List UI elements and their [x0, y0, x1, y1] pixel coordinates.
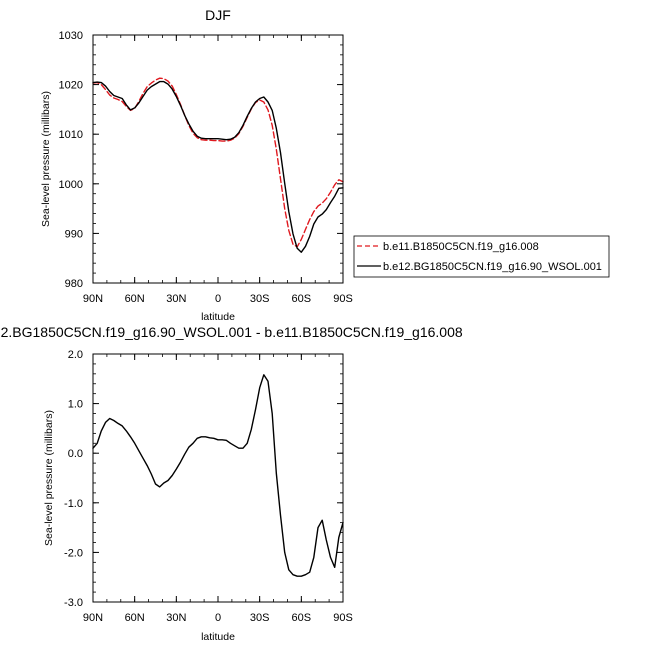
legend-box: [353, 235, 610, 278]
top-y-tick-label: 980: [65, 278, 83, 290]
legend-label-ctrl: b.e11.B1850C5CN.f19_g16.008: [383, 241, 539, 253]
top-y-tick-label: 1000: [59, 179, 83, 191]
legend: b.e11.B1850C5CN.f19_g16.008 b.e12.BG1850…: [353, 235, 610, 278]
bottom-x-tick-label: 90S: [333, 612, 353, 624]
top-series-1-line: [92, 80, 344, 253]
top-y-tick-label: 1020: [59, 80, 83, 92]
bottom-y-tick-label: -2.0: [64, 547, 83, 559]
top-x-tick-label: 30S: [250, 293, 270, 305]
bottom-x-tick-label: 30N: [166, 612, 186, 624]
top-chart-title: DJF: [205, 7, 231, 23]
top-x-tick-label: 30N: [166, 293, 186, 305]
top-y-tick-label: 1030: [59, 30, 83, 42]
top-x-tick-label: 60N: [125, 293, 145, 305]
top-y-tick-label: 990: [65, 228, 83, 240]
top-y-tick-label: 1010: [59, 129, 83, 141]
panel-top-chart: DJF 90N 60N 30N 0 30S 60S 90S 980 990 1000 1010 102…: [40, 7, 353, 323]
legend-label-exp: b.e12.BG1850C5CN.f19_g16.90_WSOL.001: [383, 261, 602, 273]
bottom-y-tick-label: -1.0: [64, 498, 83, 510]
bottom-y-tick-label: 1.0: [68, 399, 83, 411]
bottom-y-tick-label: -3.0: [64, 597, 83, 609]
top-y-axis-title: Sea-level pressure (millibars): [40, 91, 52, 227]
bottom-x-tick-label: 90N: [83, 612, 103, 624]
top-series-0-line: [92, 77, 344, 248]
panel-bottom-chart: b.e12.BG1850C5CN.f19_g16.90_WSOL.001 - b…: [0, 324, 463, 643]
bottom-chart-title: b.e12.BG1850C5CN.f19_g16.90_WSOL.001 - b…: [0, 324, 463, 340]
bottom-y-tick-label: 2.0: [68, 349, 83, 361]
bottom-y-axis-title: Sea-level pressure (millibars): [43, 410, 55, 546]
bottom-x-tick-label: 60S: [292, 612, 312, 624]
top-x-tick-label: 90N: [83, 293, 103, 305]
bottom-x-tick-label: 0: [215, 612, 221, 624]
bottom-x-axis-title: latitude: [201, 631, 235, 643]
top-x-tick-label: 0: [215, 293, 221, 305]
bottom-plot-frame: [92, 353, 344, 603]
bottom-series-0-line: [92, 374, 344, 577]
top-x-axis-title: latitude: [201, 311, 235, 323]
bottom-y-tick-label: 0.0: [68, 448, 83, 460]
top-x-tick-label: 60S: [292, 293, 312, 305]
bottom-x-tick-label: 60N: [125, 612, 145, 624]
top-x-tick-label: 90S: [333, 293, 353, 305]
bottom-x-tick-label: 30S: [250, 612, 270, 624]
